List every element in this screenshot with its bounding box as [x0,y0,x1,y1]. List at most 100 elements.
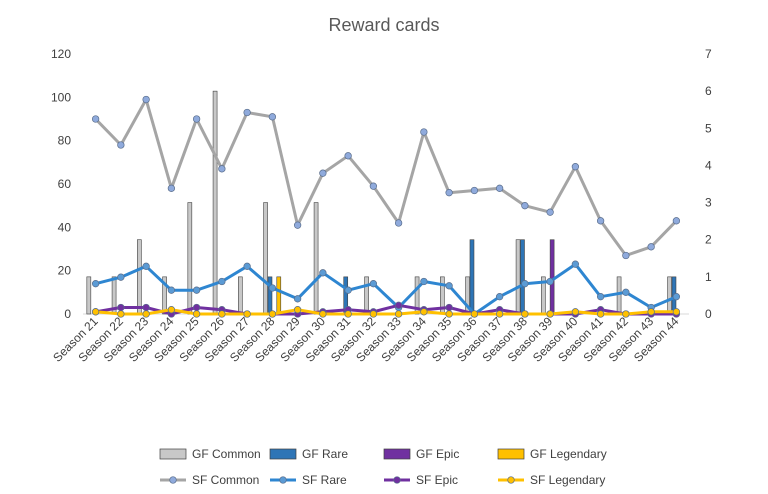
point-sf-rare [521,280,529,288]
point-sf-common [647,243,655,251]
point-sf-rare [142,262,150,270]
point-sf-legendary [293,306,302,314]
legend-label-sf-legendary: SF Legendary [530,473,605,487]
bar-gf-rare [520,239,525,315]
y-right-tick-label: 1 [705,270,712,284]
y-left-tick-label: 120 [51,47,71,61]
point-sf-common [243,108,251,117]
bar-gf-common [313,202,319,315]
y-right-tick-label: 5 [705,121,712,135]
point-sf-rare [495,293,504,301]
legend-marker-sf-epic [393,476,401,484]
point-sf-common [546,208,554,216]
legend-marker-sf-legendary [507,476,515,484]
line-series-group [91,95,681,318]
bar-gf-common [238,276,243,315]
point-sf-common [672,217,681,225]
y-right-tick-label: 4 [705,158,712,172]
point-sf-rare [596,293,605,301]
bar-gf-legendary [276,276,282,315]
legend-label-sf-common: SF Common [192,473,259,487]
bar-gf-rare [469,239,475,315]
point-sf-common [218,165,226,173]
point-sf-legendary [445,310,453,318]
line-sf-common [94,98,678,257]
bar-gf-common [86,276,92,315]
point-sf-common [596,217,605,225]
point-sf-legendary [369,310,378,318]
legend-swatch-gf-legendary [497,448,525,460]
point-sf-common [192,115,201,123]
point-sf-legendary [218,310,226,318]
point-sf-epic [192,303,201,312]
point-sf-rare [218,277,226,286]
point-sf-legendary [495,310,504,318]
point-sf-epic [142,303,150,312]
y-right-tick-label: 3 [705,196,712,210]
y-left-tick-label: 80 [58,134,72,148]
point-sf-rare [319,269,327,277]
point-sf-epic [117,303,125,312]
point-sf-legendary [192,310,201,318]
point-sf-legendary [521,310,529,318]
point-sf-common [445,189,453,197]
line-sf-legendary [95,308,677,316]
bar-gf-common [616,276,622,315]
point-sf-common [470,186,479,195]
point-sf-rare [369,280,378,288]
point-sf-common [369,182,378,190]
point-sf-legendary [470,310,479,318]
point-sf-common [319,169,327,177]
point-sf-common [571,163,580,171]
point-sf-common [117,141,125,149]
chart-title: Reward cards [328,15,439,35]
point-sf-legendary [571,308,580,316]
point-sf-common [521,202,529,210]
legend-swatch-gf-rare [269,448,297,460]
bar-gf-common [515,239,521,315]
legend-marker-sf-rare [279,476,287,484]
bar-gf-common [364,276,369,315]
y-right-tick-label: 6 [705,84,712,98]
legend-swatch-gf-common [159,448,187,460]
axes: 0 20 40 60 80 100 120 0 1 2 3 4 5 6 7 [51,47,712,321]
point-sf-rare [672,293,681,301]
point-sf-epic [394,301,403,309]
point-sf-epic [445,303,453,312]
point-sf-legendary [243,310,251,318]
point-sf-legendary [319,310,327,318]
point-sf-common [622,251,630,260]
point-sf-legendary [268,310,277,318]
point-sf-common [91,115,100,123]
bar-gf-common [263,202,268,315]
point-sf-rare [445,282,453,290]
point-sf-legendary [647,308,655,316]
legend-label-sf-rare: SF Rare [302,473,347,487]
bar-gf-common [162,276,167,315]
point-sf-legendary [394,310,403,318]
point-sf-legendary [167,306,176,314]
point-sf-common [293,221,302,229]
y-left-tick-label: 20 [58,264,72,278]
point-sf-common [167,184,176,192]
point-sf-legendary [672,308,681,316]
point-sf-rare [91,280,100,288]
point-sf-legendary [344,310,352,318]
legend: GF Common GF Rare GF Epic GF Legendary SF Co… [159,447,607,487]
point-sf-legendary [420,308,428,316]
y-left-tick-label: 60 [58,177,72,191]
point-sf-rare [243,262,251,270]
point-sf-rare [420,277,428,286]
bar-gf-common [212,90,218,315]
bar-gf-common [414,276,420,315]
bar-gf-common [667,276,672,315]
point-sf-legendary [622,310,630,318]
y-right-tick-label: 0 [705,307,712,321]
point-sf-rare [268,284,277,292]
point-sf-rare [192,286,201,294]
point-sf-legendary [596,310,605,318]
y-right-tick-label: 7 [705,47,712,61]
bar-gf-common [187,202,193,315]
legend-label-gf-rare: GF Rare [302,447,348,461]
